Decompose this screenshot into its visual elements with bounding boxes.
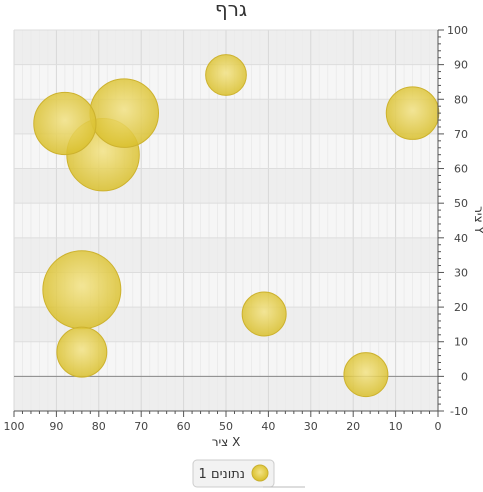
- x-tick-label: 10: [389, 420, 403, 433]
- x-axis-label: ציר X: [212, 435, 241, 449]
- y-tick-label: 40: [454, 232, 468, 245]
- x-tick-label: 60: [177, 420, 191, 433]
- legend-marker-icon: [251, 464, 269, 482]
- data-bubble: [205, 54, 247, 96]
- x-tick-label: 30: [304, 420, 318, 433]
- legend-box: [192, 459, 275, 488]
- x-tick-label: 70: [134, 420, 148, 433]
- bubble-series: [33, 54, 440, 398]
- y-tick-label: 50: [454, 197, 468, 210]
- data-bubble: [343, 352, 389, 398]
- legend-entry[interactable]: נתונים 1: [199, 467, 245, 482]
- data-bubble: [241, 291, 287, 337]
- grid-lines: [13, 29, 439, 412]
- data-bubble: [56, 326, 108, 378]
- x-tick-label: 0: [435, 420, 442, 433]
- y-tick-label: 20: [454, 301, 468, 314]
- axes: 100 90 80 70 60 50 40 30 20 10 0-10010203040506070…: [4, 24, 469, 433]
- y-tick-label: 0: [461, 370, 468, 383]
- data-bubble: [385, 86, 440, 140]
- legend[interactable]: נתונים 1: [192, 459, 305, 488]
- x-tick-label: 90: [49, 420, 63, 433]
- y-tick-label: 60: [454, 163, 468, 176]
- y-tick-label: 10: [454, 336, 468, 349]
- y-axis-label: ציר Y: [472, 206, 483, 234]
- y-tick-label: 100: [447, 24, 468, 37]
- x-tick-label: 50: [219, 420, 233, 433]
- data-bubble: [89, 78, 160, 148]
- x-tick-label: 20: [346, 420, 360, 433]
- data-bubble: [33, 91, 97, 156]
- x-tick-label: 80: [92, 420, 106, 433]
- data-bubble: [42, 250, 122, 330]
- x-tick-label: 40: [261, 420, 275, 433]
- y-tick-label: 30: [454, 266, 468, 279]
- y-tick-label: 80: [454, 93, 468, 106]
- chart-title: גרף: [215, 0, 247, 21]
- y-tick-label: 70: [454, 128, 468, 141]
- x-tick-label: 100: [4, 420, 25, 433]
- y-tick-label: -10: [450, 405, 468, 418]
- y-tick-label: 90: [454, 59, 468, 72]
